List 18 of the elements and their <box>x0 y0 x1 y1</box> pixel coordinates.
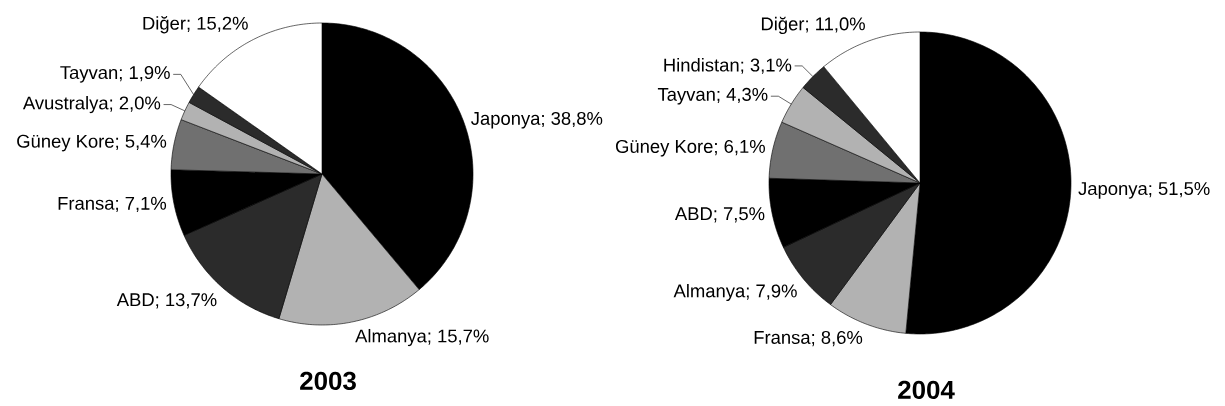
text: 2004 <box>898 380 955 400</box>
slice-label: Japonya; 51,5% <box>1078 182 1210 199</box>
slice-label: Güney Kore; 6,1% <box>615 139 765 157</box>
slice-label: Avustralya; 2,0% <box>22 95 161 114</box>
slice-label: Hindistan; 3,1% <box>664 58 792 74</box>
slice-label: Almanya; 7,9% <box>673 283 797 302</box>
slice-label: Fransa; 8,6% <box>754 330 863 347</box>
text: 2003 <box>300 371 356 391</box>
slice-label: Tayvan; 4,3% <box>657 87 768 105</box>
slice-label: Tayvan; 1,9% <box>60 66 170 83</box>
slice-label: Japonya; 38,8% <box>471 111 603 129</box>
slice-label: Fransa; 7,1% <box>58 196 167 213</box>
slice-label: ABD; 7,5% <box>674 207 765 223</box>
slice-label: ABD; 13,7% <box>116 293 217 309</box>
slice-label: Almanya; 15,7% <box>355 328 489 347</box>
slice-label: Diğer; 11,0% <box>761 16 865 35</box>
slice-label: Diğer; 15,2% <box>143 15 248 34</box>
slice-label: Güney Kore; 5,4% <box>17 134 167 152</box>
